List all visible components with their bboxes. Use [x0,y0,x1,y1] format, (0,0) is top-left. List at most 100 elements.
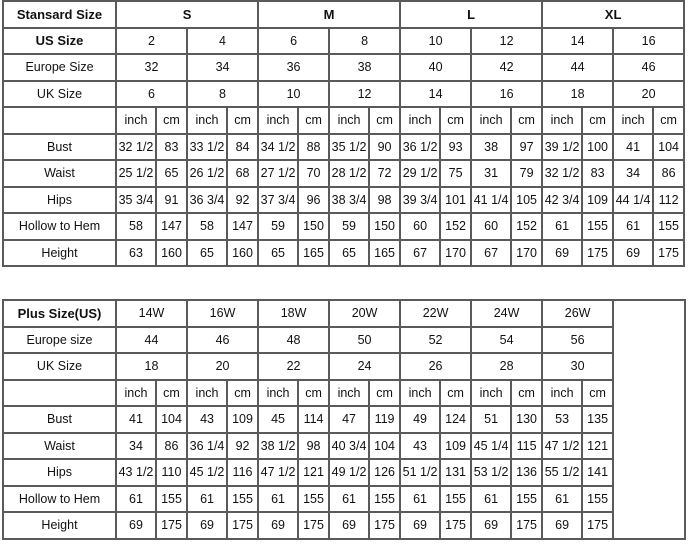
measurement-cell: 69 [186,511,229,540]
measurement-cell: 61 [399,484,442,513]
measurement-cell: 43 [399,431,442,460]
size-cell: 56 [541,325,615,354]
measurement-cell: 39 1/2 [541,132,584,161]
measurement-cell: 45 [257,405,300,434]
unit-inch: inch [186,378,229,407]
plus-size-header: 16W [186,299,260,328]
unit-cm: cm [510,378,544,407]
unit-inch: inch [470,106,513,135]
unit-inch: inch [257,378,300,407]
measurement-cell: 160 [155,238,188,267]
uk-size-row: UK Size 6 8 10 12 14 16 18 20 [2,79,686,108]
size-cell: 20 [612,79,686,108]
row-label: Europe Size [2,53,117,82]
measurement-cell: 40 3/4 [328,431,371,460]
size-cell: 20 [186,352,260,381]
unit-cm: cm [439,378,473,407]
measurement-cell: 49 1/2 [328,458,371,487]
plus-size-header: 22W [399,299,473,328]
size-cell: 12 [470,26,544,55]
unit-cm: cm [652,106,686,135]
unit-inch: inch [328,378,371,407]
header-row: Plus Size(US) 14W 16W 18W 20W 22W 24W 26W [2,299,687,540]
measurement-cell: 61 [541,484,584,513]
measurement-cell: 92 [225,185,260,214]
row-label: Bust [2,132,117,161]
measurement-cell: 86 [652,159,686,188]
measurement-cell: 69 [612,238,655,267]
plus-size-header: 18W [257,299,331,328]
unit-inch: inch [115,106,157,135]
measurement-cell: 70 [297,159,331,188]
unit-inch: inch [541,378,584,407]
measurement-cell: 147 [225,212,260,241]
size-cell: 48 [257,325,331,354]
measurement-cell: 105 [510,185,544,214]
measurement-cell: 75 [439,159,473,188]
unit-cm: cm [226,378,260,407]
measurement-cell: 69 [399,511,442,540]
measurement-cell: 44 1/4 [612,185,655,214]
measurement-cell: 31 [470,159,513,188]
measurement-cell: 39 3/4 [399,185,442,214]
measurement-cell: 79 [510,159,544,188]
size-group-header: M [257,0,402,29]
measurement-cell: 33 1/2 [186,132,228,161]
measurement-cell: 26 1/2 [186,159,228,188]
measurement-cell: 155 [368,484,402,513]
measurement-cell: 136 [510,458,544,487]
unit-inch: inch [186,106,228,135]
unit-inch: inch [399,378,442,407]
measurement-cell: 43 [186,405,229,434]
measurement-cell: 45 1/2 [186,458,229,487]
size-cell: 10 [399,26,473,55]
header-row: Stansard Size S M L XL [2,0,686,29]
measurement-cell: 104 [652,132,686,161]
plus-size-header: 14W [114,299,189,328]
size-cell: 12 [328,79,402,108]
measurement-cell: 47 1/2 [541,431,584,460]
measurement-cell: 69 [470,511,513,540]
size-group-header: L [399,0,544,29]
measurement-cell: 69 [257,511,300,540]
measurement-cell: 42 3/4 [541,185,584,214]
size-cell: 28 [470,352,544,381]
size-cell: 44 [541,53,615,82]
europe-size-row: Europe size 44 46 48 50 52 54 56 [2,325,685,354]
unit-cm: cm [581,378,615,407]
measurement-row: Height 69 175 69 175 69 175 69 175 69 175 69 175 69 17… [2,511,685,540]
unit-inch: inch [541,106,584,135]
measurement-cell: 60 [399,212,442,241]
empty-column [612,299,687,540]
size-cell: 24 [328,352,402,381]
measurement-cell: 121 [581,431,615,460]
measurement-cell: 41 [115,405,157,434]
measurement-cell: 61 [612,212,655,241]
measurement-cell: 83 [155,132,188,161]
unit-row: inch cm inch cm inch cm inch cm inch cm inch cm inch… [2,106,686,135]
size-cell: 40 [399,53,473,82]
measurement-cell: 155 [652,212,686,241]
measurement-cell: 69 [328,511,371,540]
unit-inch: inch [399,106,442,135]
size-cell: 10 [257,79,331,108]
measurement-cell: 92 [226,431,260,460]
row-label: Height [2,511,117,540]
size-cell: 30 [541,352,615,381]
size-cell: 18 [114,352,189,381]
measurement-cell: 104 [154,405,189,434]
measurement-cell: 69 [541,238,584,267]
size-cell: 38 [328,53,402,82]
size-cell: 36 [257,53,331,82]
size-cell: 4 [185,26,260,55]
size-cell: 18 [541,79,615,108]
measurement-cell: 152 [439,212,473,241]
unit-inch: inch [470,378,513,407]
unit-cm: cm [297,378,331,407]
measurement-cell: 43 1/2 [115,458,157,487]
measurement-cell: 175 [510,511,544,540]
measurement-cell: 60 [470,212,513,241]
measurement-cell: 109 [439,431,473,460]
measurement-cell: 34 [612,159,655,188]
size-group-header: S [114,0,260,29]
